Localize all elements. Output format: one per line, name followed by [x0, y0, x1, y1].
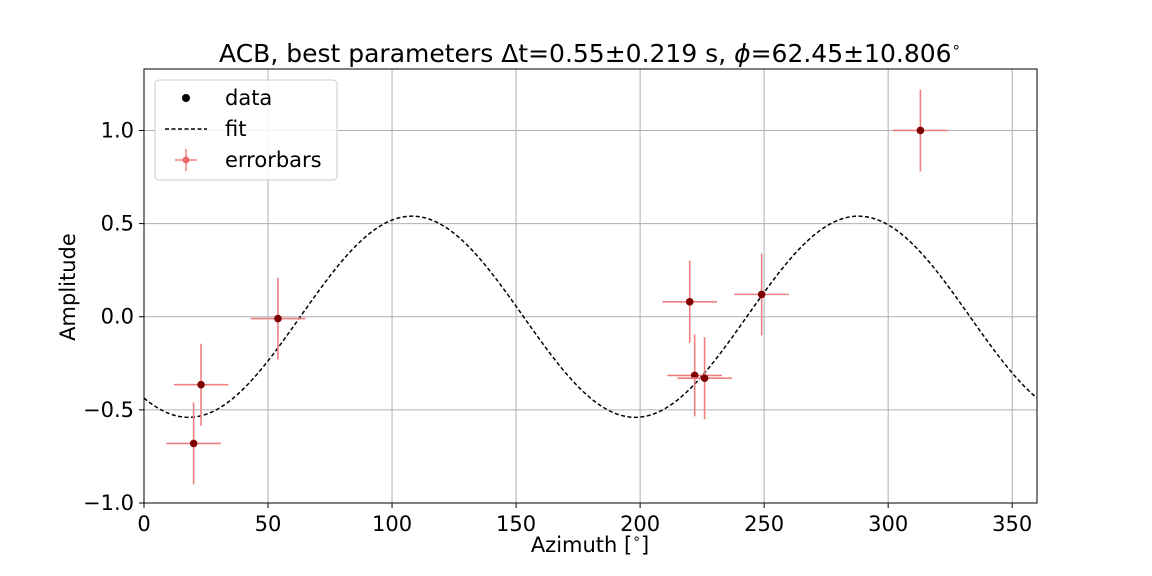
data-point	[677, 337, 732, 420]
y-axis-label: Amplitude	[56, 233, 80, 341]
x-tick-label: 300	[868, 512, 908, 536]
y-tick-label: 1.0	[101, 118, 134, 142]
title-phi-symbol: ϕ	[734, 39, 751, 68]
y-tick-label: 0.5	[101, 212, 134, 236]
data-point	[662, 260, 718, 343]
data-point	[667, 334, 722, 417]
x-tick-label: 100	[372, 512, 412, 536]
legend-errorbar-marker	[182, 156, 190, 164]
x-tick-label: 150	[496, 512, 536, 536]
legend-data-marker	[182, 94, 190, 102]
data-marker	[916, 126, 925, 135]
ticks-layer: 0 50 100 150 200 250 300 350 −1.0 −0.5 0.0 0.5 1.0	[83, 118, 1032, 536]
data-marker	[274, 314, 282, 323]
chart-title: ACB, best parameters Δt=0.55±0.219 s, ϕ=…	[219, 38, 961, 68]
data-marker	[757, 290, 766, 299]
plot-frame	[143, 68, 1038, 504]
data-marker	[690, 371, 699, 380]
legend: data fit errorbars	[154, 79, 338, 181]
y-tick-label: −0.5	[83, 398, 134, 422]
data-marker	[685, 298, 694, 306]
data-point	[166, 402, 221, 485]
title-phi: =62.45±10.806	[751, 39, 952, 68]
x-tick-label: 50	[255, 512, 282, 536]
x-tick-label: 250	[744, 512, 784, 536]
points-layer	[166, 89, 948, 485]
x-axis-label: Azimuth [∘]	[531, 531, 649, 557]
legend-label-fit: fit	[225, 117, 246, 141]
title-prefix: ACB, best parameters Δt=	[219, 39, 549, 68]
data-marker	[700, 374, 709, 383]
data-marker	[197, 380, 205, 389]
title-deg: ∘	[952, 38, 961, 56]
data-point	[250, 277, 306, 360]
x-axis-label-text: Azimuth [	[531, 533, 632, 557]
data-point	[173, 343, 229, 426]
y-tick-label: 0.0	[101, 305, 134, 329]
x-tick-label: 200	[620, 512, 660, 536]
fit-layer	[143, 215, 1038, 419]
legend-label-errorbars: errorbars	[225, 148, 322, 172]
data-marker	[189, 439, 198, 448]
data-point	[893, 89, 948, 172]
legend-box	[154, 79, 338, 181]
x-tick-label: 0	[137, 512, 150, 536]
y-tick-label: −1.0	[83, 491, 134, 515]
fit-curve	[143, 215, 1038, 419]
legend-label-data: data	[225, 86, 272, 110]
x-axis-label-deg: ∘	[632, 531, 641, 547]
x-axis-label-close: ]	[641, 533, 649, 557]
x-tick-label: 350	[992, 512, 1032, 536]
data-point	[734, 253, 789, 336]
title-dt: 0.55±0.219 s,	[549, 39, 734, 68]
